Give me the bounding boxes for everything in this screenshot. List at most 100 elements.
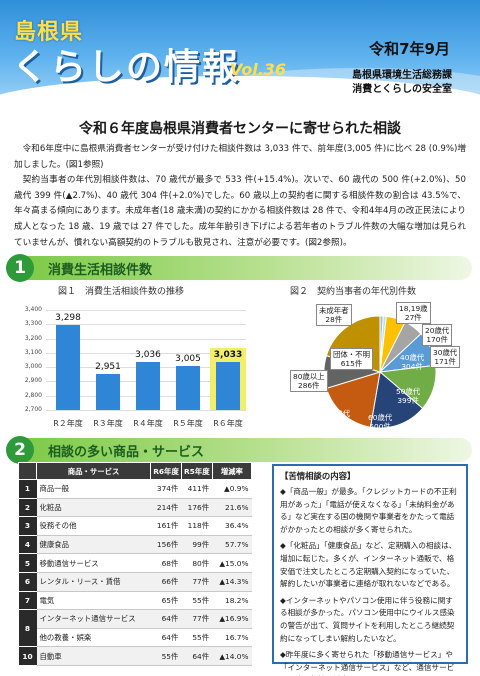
r5-cell: 77件: [181, 609, 213, 629]
pie-chart-svg: [323, 315, 437, 429]
bar-chart-consultations: 3,400 3,300 3,200 3,100 3,000 2,900 2,800 2,700…: [12, 298, 248, 440]
rank-cell: 1: [18, 479, 37, 499]
prefecture-name: 島根県: [14, 20, 84, 45]
r5-cell: 55件: [181, 628, 213, 648]
slice-category: 70歳代: [326, 409, 351, 418]
volume-number: Vol.36: [230, 60, 287, 79]
box-item: ◆インターネットやパソコン使用に伴う役務に関する相談が多かった。パソコン使用中に…: [280, 595, 455, 643]
y-tick-label: 3,200: [24, 334, 42, 342]
publisher-office: 消費とくらしの安全室: [352, 84, 452, 95]
gridline: [46, 352, 246, 354]
pie-slice-label: 18,19歳 27件: [396, 302, 431, 324]
pie-slice-label: 60歳代 500件: [366, 412, 394, 432]
complaint-summary-box: 【苦情相談の内容】 ◆「商品一般」が最多。「クレジットカードの不正利用があった」…: [272, 464, 468, 676]
slice-count: 304件: [401, 362, 423, 371]
pie-slice: [369, 371, 424, 429]
intro-paragraph-2: 契約当事者の年代別相談件数は、70 歳代が最多で 533 件(+15.4%)。次…: [14, 175, 466, 248]
slice-count: 615件: [340, 359, 363, 368]
slice-category: 未成年者: [319, 306, 349, 315]
rate-cell: ▲0.9%: [212, 479, 252, 499]
bar: [96, 374, 120, 410]
r6-cell: 161件: [150, 516, 182, 536]
gridline: [46, 410, 246, 411]
y-tick-label: 2,700: [24, 406, 42, 413]
table-row: 他の教養・娯楽 64件 55件 16.7%: [19, 628, 252, 648]
figure-2-caption: 図２ 契約当事者の年代別件数: [290, 287, 417, 297]
rank-cell: 7: [18, 591, 37, 611]
r6-cell: 374件: [150, 479, 182, 499]
box-item: ◆「化粧品」「健康食品」など、定期購入の相談は、増加に転じた。多くが、インターネ…: [280, 541, 457, 589]
slice-category: 40歳代: [400, 353, 425, 362]
x-tick-label: R２年度: [53, 419, 83, 428]
box-title: 【苦情相談の内容】: [280, 471, 356, 481]
r6-cell: 55件: [150, 646, 182, 666]
section-1-title: 消費生活相談件数: [48, 263, 153, 278]
r6-cell: 68件: [150, 553, 182, 573]
pie-slice-label: 団体・不明 615件: [330, 348, 373, 370]
slice-count: 170件: [426, 335, 448, 344]
bar-data-label: 3,298: [55, 312, 81, 323]
table-row: 4 健康食品 156件 99件 57.7%: [18, 535, 252, 555]
r5-cell: 118件: [181, 516, 213, 536]
rank-cell: 10: [18, 646, 37, 666]
slice-count: 171件: [434, 357, 456, 366]
r5-cell: 176件: [181, 498, 213, 518]
pie-slice-label: 70歳代 533件: [324, 408, 352, 428]
r6-cell: 156件: [150, 535, 182, 555]
gridline: [46, 310, 246, 311]
pie-slice-label: 30歳代 171件: [430, 346, 461, 368]
section-2-title: 相談の多い商品・サービス: [48, 445, 205, 460]
table-row: 7 電気 65件 55件 18.2%: [18, 591, 252, 611]
slice-count: 533件: [327, 418, 349, 427]
item-cell: 他の教養・娯楽: [36, 628, 151, 648]
table-row: 1 商品一般 374件 411件 ▲0.9%: [18, 479, 252, 499]
slice-category: 団体・不明: [333, 350, 370, 359]
rate-cell: 36.4%: [212, 516, 252, 536]
slice-count: 286件: [298, 381, 320, 390]
r5-cell: 64件: [181, 646, 213, 666]
rate-cell: 21.6%: [212, 498, 252, 518]
r6-cell: 64件: [150, 609, 182, 629]
newsletter-title: くらしの情報: [12, 47, 241, 88]
item-cell: 健康食品: [36, 535, 151, 555]
section-1-header: 1 消費生活相談件数: [6, 254, 472, 282]
item-cell: 化粧品: [36, 498, 151, 518]
r6-cell: 214件: [150, 498, 182, 518]
slice-category: 50歳代: [396, 387, 421, 396]
slice-category: 20歳代: [425, 326, 450, 335]
gridline: [46, 338, 246, 340]
page-heading: 令和６年度島根県消費者センターに寄せられた相談: [79, 121, 401, 137]
slice-count: 399件: [397, 396, 419, 405]
item-cell: 自動車: [36, 646, 151, 666]
slice-count: 27件: [404, 313, 422, 322]
rank-cell: 6: [18, 572, 37, 592]
y-tick-label: 3,100: [24, 348, 42, 356]
item-cell: 電気: [36, 591, 151, 611]
bar: [136, 362, 160, 410]
item-cell: 移動通信サービス: [36, 553, 151, 573]
bar-data-label: 3,036: [135, 350, 161, 360]
rate-cell: ▲14.3%: [212, 572, 252, 592]
y-tick-label: 3,300: [24, 320, 42, 328]
rank-cell: 2: [18, 498, 37, 518]
pie-slice-label: 40歳代 304件: [398, 352, 426, 372]
bar-data-label: 3,033: [213, 350, 243, 361]
y-tick-label: 3,400: [24, 306, 42, 313]
bar-data-label: 2,951: [95, 362, 121, 373]
table-row: 10 自動車 55件 64件 ▲14.0%: [18, 646, 252, 666]
slice-count: 500件: [369, 422, 391, 431]
slice-count: 28件: [325, 315, 343, 324]
r6-cell: 64件: [150, 628, 182, 648]
publisher-dept: 島根県環境生活総務課: [352, 70, 452, 81]
rate-cell: 18.2%: [212, 591, 252, 611]
intro-text: 令和6年度中に島根県消費者センターが受け付けた相談件数は 3,033 件で、前年…: [14, 142, 466, 251]
section-2-header: 2 相談の多い商品・サービス: [6, 436, 472, 464]
bar: [216, 362, 240, 410]
rank-cell: 4: [18, 535, 37, 555]
rank-cell: 5: [18, 553, 37, 573]
table-row: 2 化粧品 214件 176件 21.6%: [18, 498, 252, 518]
pie-slice-label: 50歳代 399件: [394, 386, 422, 406]
rate-header: 増減率: [211, 462, 253, 480]
pie-chart-age-groups: 未成年者 28件 18,19歳 27件 20歳代 170件 30歳代 171件 40歳代 304件…: [290, 296, 480, 444]
rate-cell: ▲15.0%: [212, 553, 252, 573]
